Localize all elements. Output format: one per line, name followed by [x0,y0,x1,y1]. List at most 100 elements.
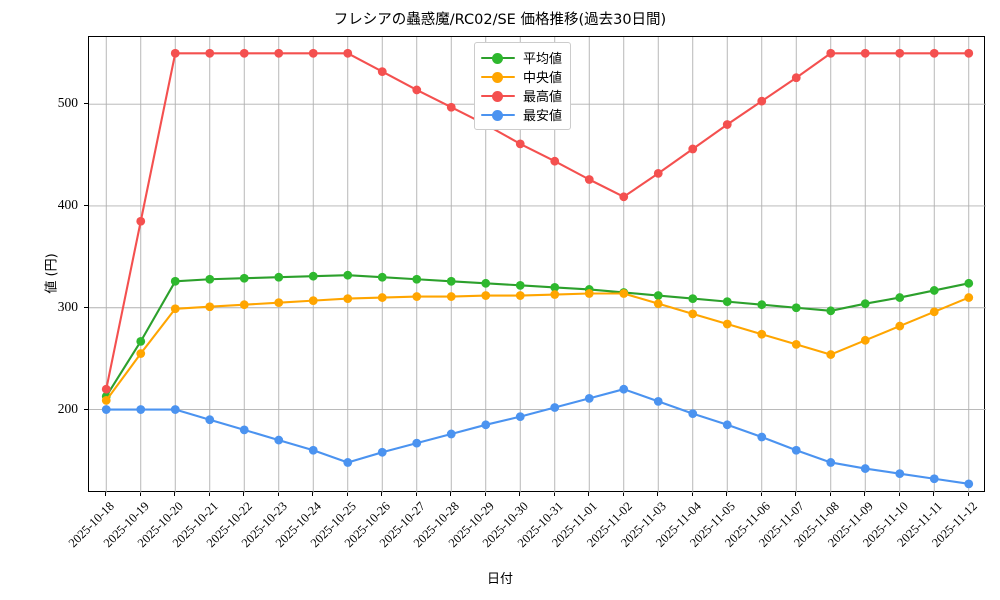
data-point-marker [584,175,594,184]
data-point-marker [860,48,870,58]
x-tick-label: 2025-10-23 [238,499,290,551]
data-point-marker [343,270,353,280]
data-point-marker [377,67,387,77]
data-point-marker [550,156,560,166]
data-point-marker [274,298,284,308]
data-point-marker [688,409,698,419]
data-point-marker [515,412,525,422]
data-point-marker [826,350,836,359]
data-point-marker [584,393,594,403]
data-point-marker [515,291,525,300]
data-point-marker [722,120,732,129]
data-point-marker [205,302,215,312]
x-tick-label: 2025-11-03 [618,499,670,550]
data-point-marker [136,216,146,226]
data-point-marker [653,299,663,309]
legend-item[interactable]: 平均値 [481,48,562,67]
data-point-marker [343,294,353,303]
x-tick-label: 2025-10-19 [100,499,152,551]
x-tick-label: 2025-10-30 [480,499,532,551]
data-point-marker [619,384,629,394]
data-series-layer [101,48,974,489]
y-tick-label: 500 [57,95,78,111]
data-point-marker [757,432,767,442]
data-point-marker [722,297,732,307]
data-point-marker [239,48,249,58]
data-point-marker [446,429,456,439]
data-point-marker [412,438,422,448]
legend-swatch-icon [481,70,515,84]
x-tick-label: 2025-11-02 [583,499,635,550]
legend-item[interactable]: 最高値 [481,86,562,105]
chart-legend[interactable]: 平均値中央値最高値最安値 [474,42,572,130]
data-point-marker [895,48,905,58]
data-point-marker [895,293,905,302]
data-point-marker [860,335,870,345]
data-point-marker [688,309,698,319]
legend-item[interactable]: 中央値 [481,67,562,86]
data-point-marker [101,405,111,414]
data-point-marker [791,73,801,83]
data-point-marker [239,300,249,310]
data-point-marker [791,339,801,349]
legend-swatch-icon [481,51,515,65]
data-point-marker [377,447,387,457]
data-point-marker [964,479,974,489]
legend-item[interactable]: 最安値 [481,105,562,124]
data-point-marker [343,458,353,467]
data-point-marker [239,425,249,435]
legend-label: 最高値 [523,90,563,105]
data-point-marker [412,292,422,301]
data-point-marker [688,294,698,303]
data-point-marker [274,48,284,58]
x-tick-label: 2025-10-29 [445,499,497,551]
data-point-marker [895,469,905,479]
series-line [105,292,970,402]
data-point-marker [170,405,180,414]
x-tick-label: 2025-10-21 [169,499,221,551]
x-tick-label: 2025-11-10 [859,499,911,550]
x-axis-label: 日付 [486,572,513,587]
data-point-marker [550,403,560,412]
x-tick-label: 2025-10-27 [376,499,428,551]
data-point-marker [446,292,456,301]
data-point-marker [791,303,801,313]
data-point-marker [343,48,353,58]
data-point-marker [412,85,422,95]
x-tick-label: 2025-10-22 [204,499,256,551]
legend-swatch-icon [481,108,515,122]
data-point-marker [791,445,801,455]
x-tick-label: 2025-11-09 [825,499,877,550]
legend-label: 平均値 [523,52,563,67]
data-point-marker [757,300,767,310]
data-point-marker [205,415,215,425]
data-point-marker [550,282,560,292]
data-point-marker [377,272,387,282]
data-point-marker [170,48,180,58]
x-tick-label: 2025-11-04 [652,499,704,550]
data-point-marker [860,299,870,309]
x-tick-label: 2025-11-12 [928,499,980,550]
x-tick-label: 2025-10-24 [273,499,325,551]
legend-label: 中央値 [523,71,563,86]
data-point-marker [515,139,525,149]
chart-title: フレシアの蟲惑魔/RC02/SE 価格推移(過去30日間) [333,12,667,28]
data-point-marker [308,296,318,306]
data-point-marker [515,280,525,290]
y-tick-label: 200 [57,400,78,416]
legend-label: 最安値 [523,109,563,124]
data-point-marker [136,336,146,346]
data-point-marker [722,420,732,430]
data-point-marker [481,278,491,288]
x-tick-label: 2025-11-06 [721,499,773,550]
data-point-marker [964,48,974,58]
x-tick-label: 2025-11-11 [894,499,946,550]
legend-swatch-icon [481,89,515,103]
data-point-marker [101,384,111,394]
data-point-marker [757,96,767,106]
data-point-marker [826,458,836,467]
data-point-marker [170,276,180,286]
data-point-marker [619,289,629,298]
x-tick-label: 2025-11-08 [790,499,842,550]
data-point-marker [860,464,870,473]
